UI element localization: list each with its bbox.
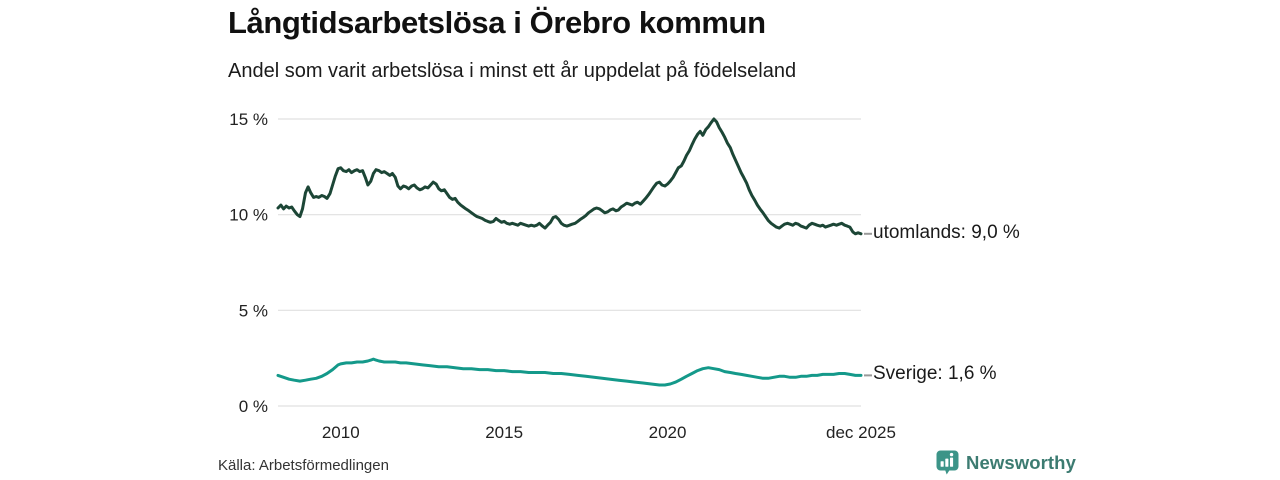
y-tick-label: 15 % — [229, 110, 268, 129]
chart-subtitle: Andel som varit arbetslösa i minst ett å… — [228, 60, 797, 82]
newsworthy-brand-link[interactable]: Newsworthy — [936, 450, 1076, 475]
y-tick-label: 10 % — [229, 206, 268, 225]
series-end-label-utomlands: utomlands: 9,0 % — [873, 221, 1020, 243]
y-tick-label: 0 % — [239, 397, 268, 416]
x-tick-label: 2020 — [649, 423, 687, 442]
x-tick-label: 2010 — [322, 423, 360, 442]
y-tick-label: 5 % — [239, 301, 268, 320]
page-title: Långtidsarbetslösa i Örebro kommun — [228, 5, 766, 40]
series-line-Sverige — [276, 357, 863, 387]
series-end-label-sverige: Sverige: 1,6 % — [873, 363, 997, 385]
newsworthy-brand-label: Newsworthy — [966, 451, 1076, 473]
x-tick-label: dec 2025 — [826, 423, 896, 442]
newsworthy-logo-icon — [936, 450, 959, 475]
x-tick-label: 2015 — [485, 423, 523, 442]
series-line-utomlands — [276, 117, 863, 236]
source-attribution: Källa: Arbetsförmedlingen — [218, 457, 389, 474]
